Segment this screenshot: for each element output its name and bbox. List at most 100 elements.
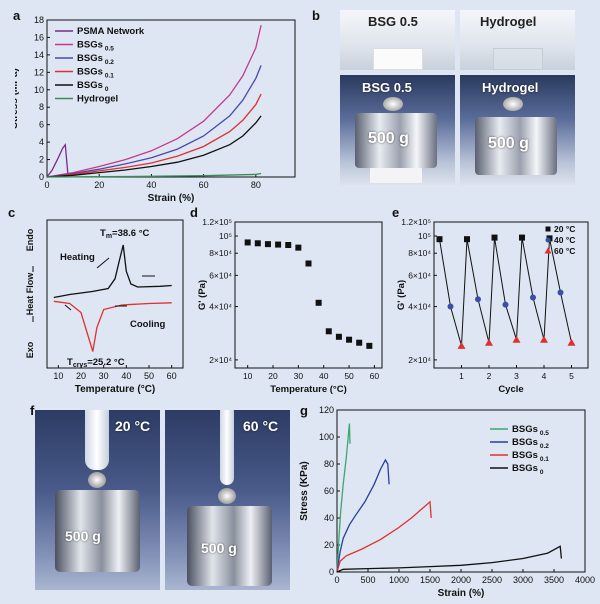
series-line [336,458,390,573]
data-point [264,241,271,248]
data-point [305,260,312,267]
data-point [295,244,302,251]
x-tick-label: 30 [99,371,109,381]
x-tick-label: 4 [542,371,547,381]
gel-strip [85,410,109,470]
plot-frame [46,19,296,178]
x-tick-label: 40 [146,180,156,190]
legend-label: BSGs 0.2 [77,53,114,66]
photo-f-60c: 60 °C 500 g [165,410,290,590]
x-tick-label: 60 [370,371,380,381]
legend-label: BSGs 0 [512,463,544,476]
plot-frame [433,221,589,369]
x-axis-label: Strain (%) [438,588,485,599]
y-axis-label-heatflow: Heat Flow [25,272,35,316]
weight-hook [383,97,403,111]
data-point [519,234,525,241]
data-point [325,328,332,335]
panel-label-f: f [30,403,35,418]
series-line [46,25,262,178]
x-tick-label: 20 [94,180,104,190]
legend-label: BSGs 0.5 [77,40,114,53]
legend-label: 40 °C [554,235,575,245]
y-axis-label: G' (Pa) [197,280,208,310]
legend-label: BSGs 0.1 [77,67,114,80]
data-point [544,247,552,254]
data-point [464,236,470,243]
data-point [315,299,322,306]
x-axis-label: Temperature (°C) [75,384,156,395]
y-tick-label: 4 [39,137,44,147]
y-tick-label: 6×10⁴ [408,270,431,280]
y-axis-label-exo: Exo [25,341,35,358]
x-tick-label: 0 [44,180,49,190]
y-tick-label: 12 [34,67,44,77]
x-tick-label: 2 [487,371,492,381]
data-point [485,338,493,346]
y-tick-label: 18 [34,15,44,25]
x-tick-label: 5 [569,371,574,381]
photo-b-bsg-weight: BSG 0.5 500 g [340,75,455,185]
panel-label-e: e [392,205,400,220]
series-line [53,300,172,352]
y-axis-label: Stress (MPa) [15,68,20,129]
data-point [254,240,261,247]
x-tick-label: 3000 [513,575,533,585]
y-tick-label: 1.2×10⁵ [202,217,232,227]
x-tick-label: 40 [319,371,329,381]
y-axis-label-endo: Endo [25,228,35,251]
data-point [275,241,282,248]
weight-label: 500 g [368,130,409,147]
data-point [356,339,363,346]
x-tick-label: 1000 [389,575,409,585]
chart-g-stress-strain-kpa: 0 500 1000 1500 2000 2500 3000 3500 4000 0 20 40 60 8… [299,405,595,599]
data-point [530,294,536,301]
photo-b-caption-2: Hydrogel [480,14,537,29]
y-tick-label: 10 [34,85,44,95]
data-point [567,338,576,346]
series-line [336,545,563,573]
y-tick-label: 20 [324,540,334,550]
y-tick-label: 120 [319,405,334,415]
series-line [46,142,69,178]
legend-label: BSGs 0 [77,80,109,93]
plot-frame [234,221,383,369]
weight-cylinder [475,117,557,175]
data-point [457,341,466,349]
y-tick-label: 10⁵ [418,231,431,241]
x-tick-label: 60 [199,180,209,190]
chart-e-modulus-cycle: 1 2 3 4 5 2×10⁴ 4×10⁴ 6×10⁴ 8×10⁴ 10⁵ 1.2×10⁵ Cycle… [396,217,589,395]
x-tick-label: 10 [53,371,63,381]
y-tick-label: 6 [39,120,44,130]
tm-annotation: Tm=38.6 °C [100,228,150,240]
plot-frame [46,219,184,369]
data-point [285,241,292,248]
y-tick-label: 2 [39,155,44,165]
photo-b-caption-1: BSG 0.5 [368,14,418,29]
y-tick-label: 80 [324,459,334,469]
data-point [502,301,509,308]
data-point [447,303,454,310]
photo-f-20c: 20 °C 500 g [35,410,160,590]
legend-label: 20 °C [554,224,575,234]
cooling-arrow-left [64,304,72,311]
panel-label-d: d [190,205,198,220]
photo-f-temp-left: 20 °C [115,418,151,434]
x-tick-label: 60 [167,371,177,381]
gel-strip [220,410,234,485]
x-tick-label: 20 [76,371,86,381]
data-point [366,342,373,349]
panel-label-c: c [8,205,16,220]
photo-b-hydrogel-weight: Hydrogel 500 g [460,75,575,185]
chart-c-dsc: 10 20 30 40 50 60 Temperature (°C) Endo Heat Flo… [25,219,184,395]
y-tick-label: 4×10⁴ [408,302,431,312]
x-tick-label: 1500 [420,575,440,585]
data-point [557,289,564,296]
weight-cylinder [355,113,437,168]
photo-f-temp-right: 60 °C [243,418,279,434]
y-tick-label: 14 [34,50,44,60]
legend-label: BSGs 0.2 [512,437,549,450]
series-line [46,172,262,178]
x-tick-label: 2000 [451,575,471,585]
series-line [336,500,432,573]
